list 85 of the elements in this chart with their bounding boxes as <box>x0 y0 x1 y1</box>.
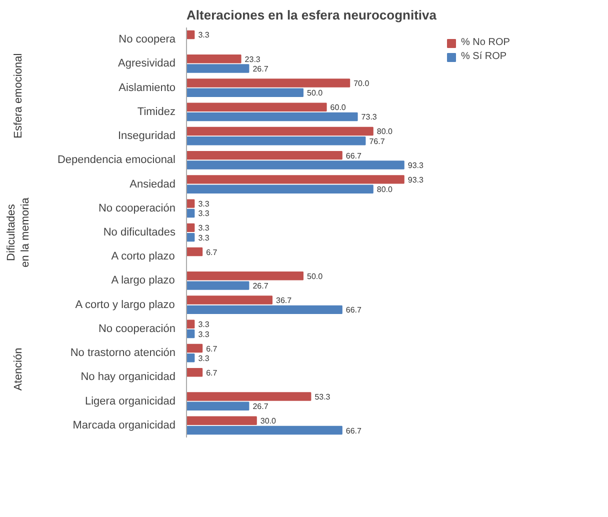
bar <box>186 88 304 97</box>
data-label: 50.0 <box>307 88 324 98</box>
data-label: 3.3 <box>198 330 210 339</box>
bar <box>186 78 350 88</box>
bar <box>186 208 195 218</box>
y-tick-label: Aislamiento <box>118 82 176 94</box>
text: Dificultades en la memoria <box>5 196 32 268</box>
data-label: 3.3 <box>198 233 210 242</box>
bar <box>186 368 203 377</box>
bar <box>186 136 366 146</box>
data-label: 6.7 <box>206 344 218 354</box>
y-tick-label: No cooperación <box>98 322 176 335</box>
data-label: 76.7 <box>369 136 386 146</box>
bar <box>186 296 273 304</box>
y-tick-label: No cooperación <box>98 202 176 214</box>
data-label: 53.3 <box>314 392 331 402</box>
y-tick-label: Marcada organicidad <box>72 419 176 432</box>
bar <box>186 344 203 353</box>
legend-label: % Sí ROP <box>461 51 507 62</box>
bar <box>186 272 304 280</box>
data-label: 26.7 <box>252 64 269 74</box>
data-label: 6.7 <box>206 368 218 378</box>
bar <box>186 232 195 242</box>
data-label: 36.7 <box>276 296 292 306</box>
y-tick-label: A corto plazo <box>111 250 175 263</box>
data-label: 50.0 <box>307 272 324 281</box>
bar <box>186 199 195 208</box>
y-tick-label: Timidez <box>137 106 176 118</box>
y-tick-label: No trastorno atención <box>70 347 176 360</box>
bar <box>186 30 195 40</box>
text: Esfera emocional <box>12 53 24 138</box>
bar <box>186 426 342 435</box>
bar <box>186 320 195 329</box>
data-label: 66.7 <box>346 426 362 436</box>
data-label: 66.7 <box>346 151 362 160</box>
data-label: 70.0 <box>354 78 370 88</box>
data-label: 3.3 <box>198 224 210 233</box>
y-tick-label: No dificultades <box>103 226 176 238</box>
data-label: 3.3 <box>198 200 210 209</box>
data-label: 6.7 <box>206 248 218 257</box>
legend-label: % No ROP <box>461 37 510 48</box>
data-label: 26.7 <box>252 402 269 412</box>
bar <box>186 354 195 362</box>
bar <box>186 392 312 401</box>
bar <box>186 160 404 170</box>
bar <box>186 64 250 73</box>
y-tick-label: Inseguridad <box>118 130 176 142</box>
data-label: 3.3 <box>198 354 210 363</box>
y-tick-label: Agresividad <box>118 58 176 70</box>
data-label: 66.7 <box>346 306 362 315</box>
data-label: 60.0 <box>330 103 346 112</box>
y-tick-label: Dependencia emocional <box>57 154 176 166</box>
y-tick-label: A largo plazo <box>111 274 175 287</box>
bar <box>186 416 257 425</box>
data-label: 23.3 <box>244 54 261 64</box>
y-tick-label: No coopera <box>118 34 176 46</box>
data-label: 93.3 <box>408 175 424 184</box>
bar <box>186 247 203 256</box>
bar <box>186 402 250 411</box>
data-label: 26.7 <box>252 282 269 291</box>
data-label: 3.3 <box>198 30 210 40</box>
data-label: 3.3 <box>198 209 210 218</box>
data-label: 93.3 <box>408 160 424 170</box>
data-label: 80.0 <box>376 185 394 194</box>
data-label: 30.0 <box>260 416 277 426</box>
chart-title: Alteraciones en la esfera neurocognitiva <box>186 8 438 22</box>
bar <box>186 329 195 338</box>
y-tick-label: Ansiedad <box>130 178 176 190</box>
data-label: 80.0 <box>376 127 394 136</box>
bar <box>186 281 250 290</box>
y-tick-label: A corto y largo plazo <box>75 298 175 311</box>
bar <box>186 184 374 194</box>
data-label: 73.3 <box>361 112 378 122</box>
bar <box>186 223 195 232</box>
bar <box>186 305 342 314</box>
bar <box>186 102 327 112</box>
data-label: 3.3 <box>198 320 210 330</box>
bar <box>186 112 358 122</box>
bar <box>186 54 242 64</box>
bar <box>186 126 374 136</box>
y-tick-label: Ligera organicidad <box>84 395 176 408</box>
bar <box>186 175 404 184</box>
text: Atención <box>12 348 24 391</box>
bar <box>186 150 342 160</box>
y-tick-label: No hay organicidad <box>80 371 176 384</box>
